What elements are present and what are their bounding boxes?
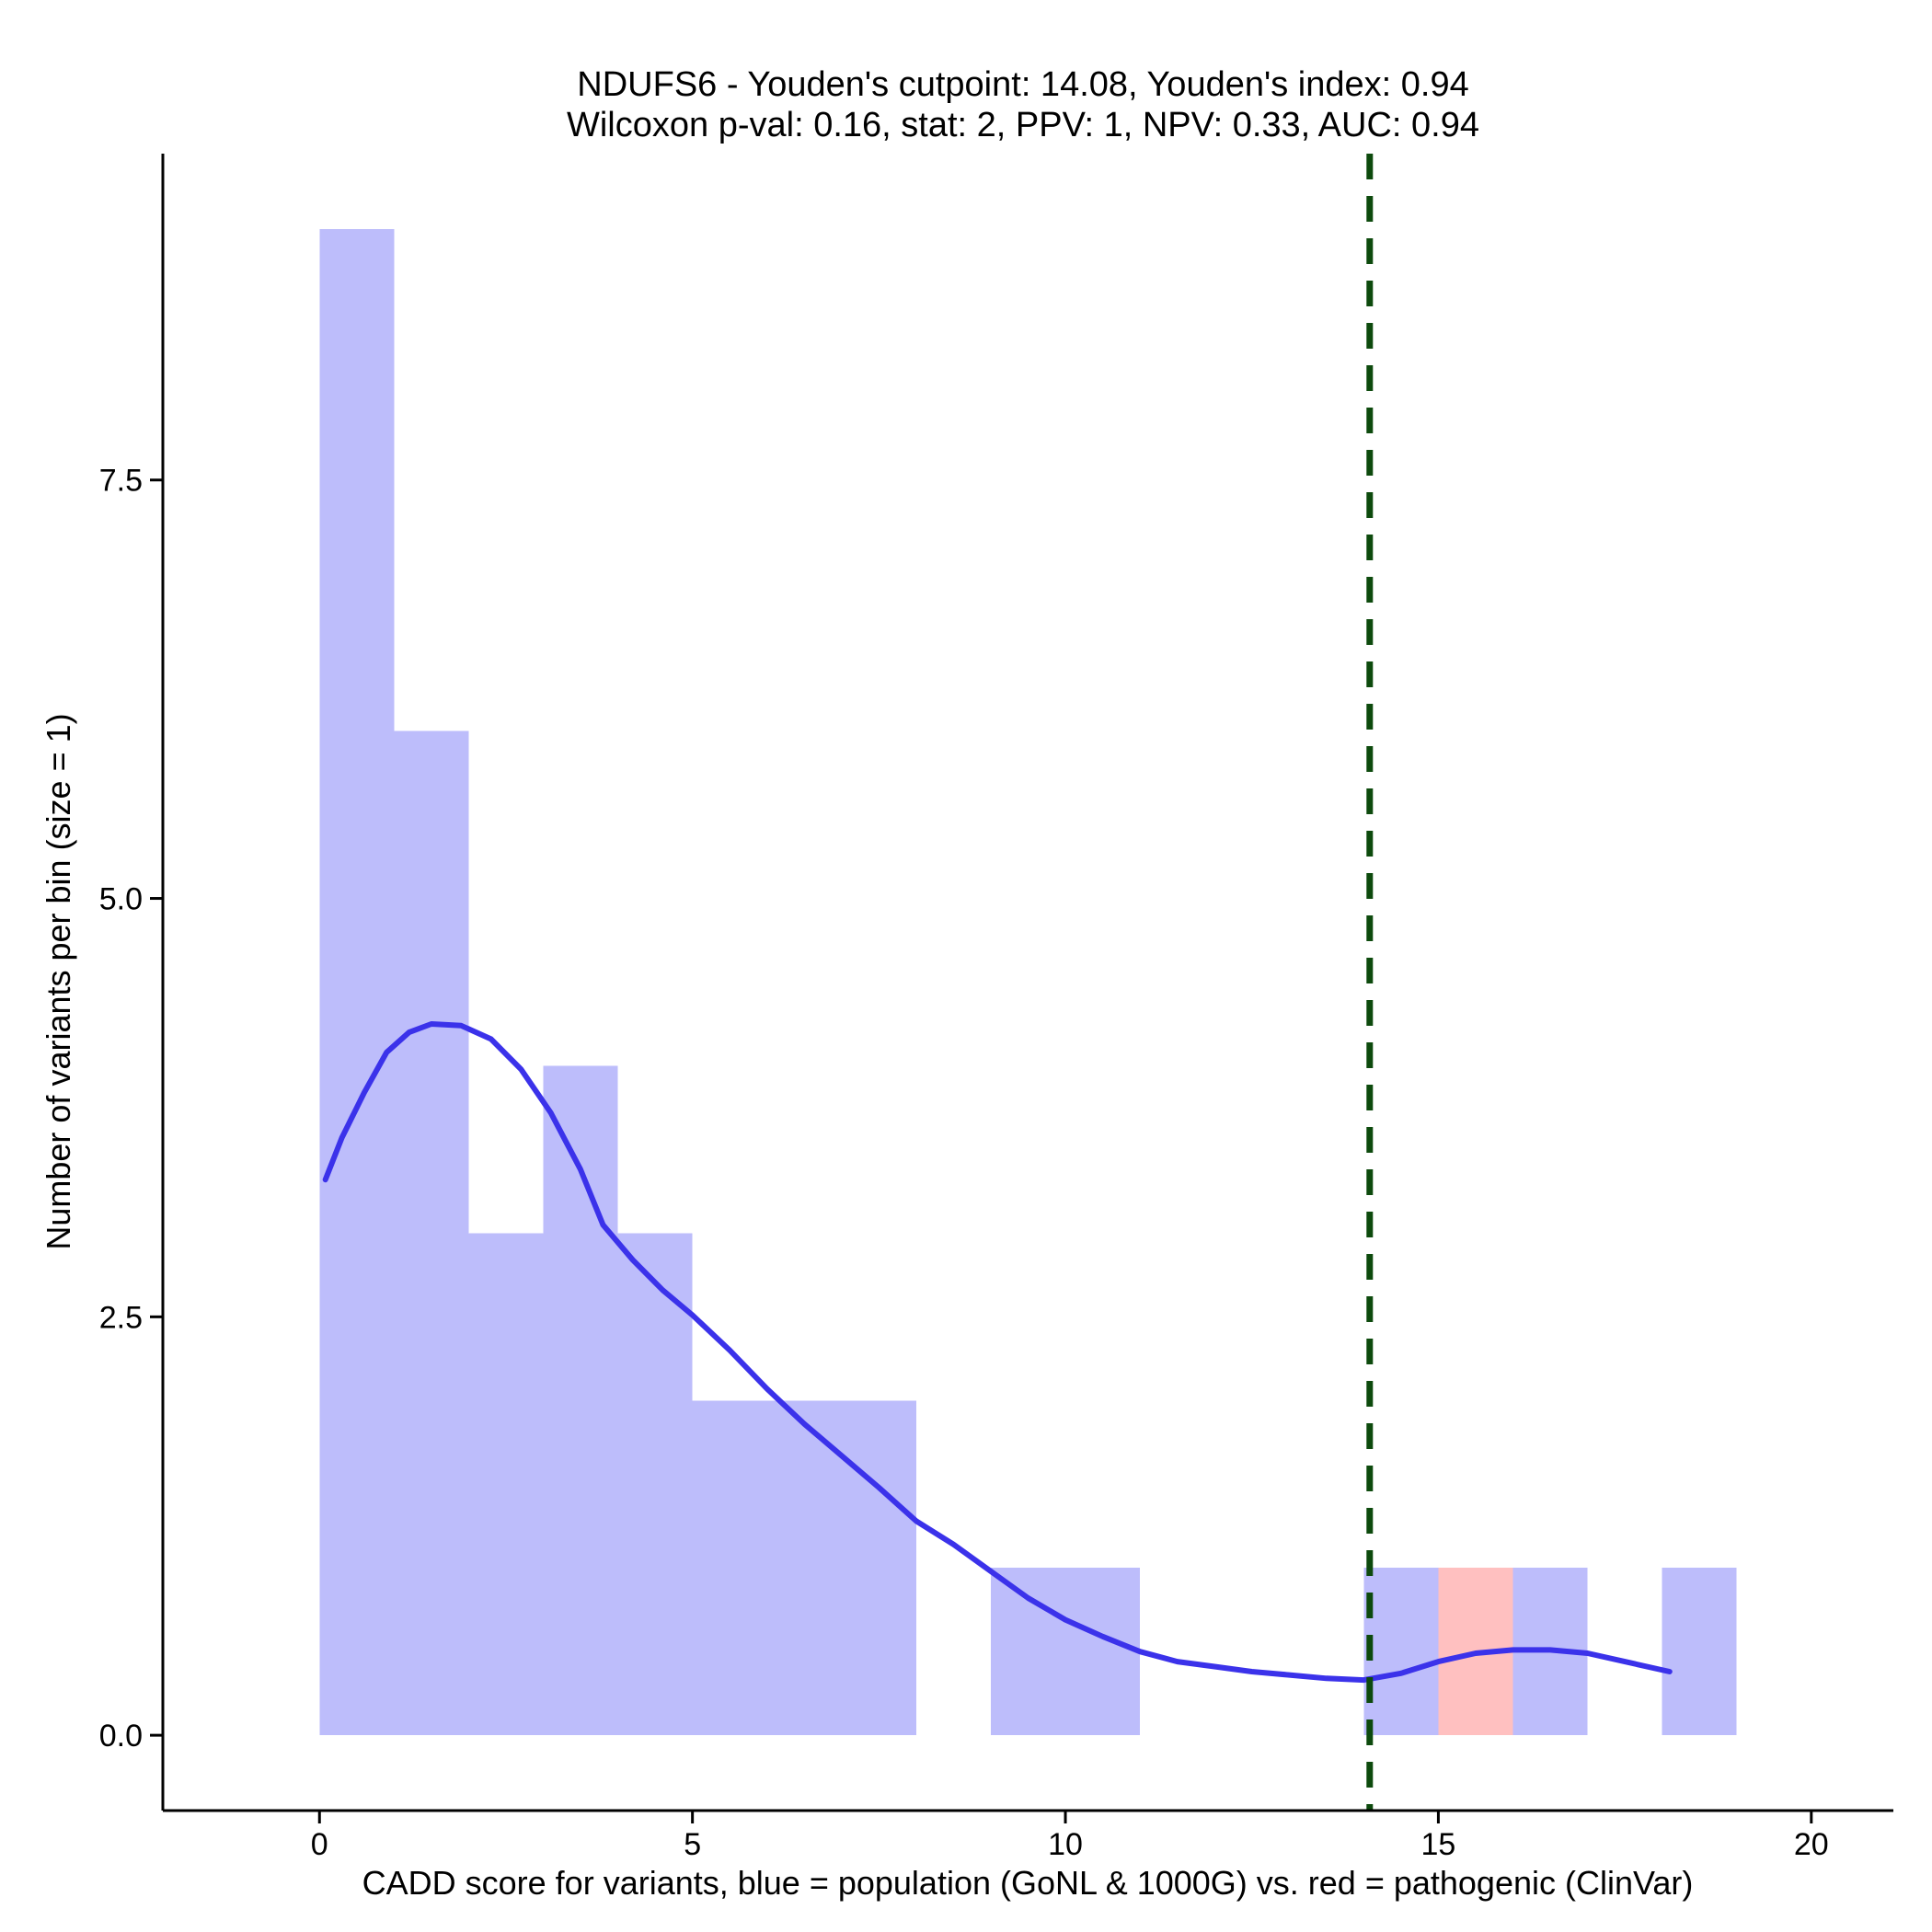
x-axis-label: CADD score for variants, blue = populati…	[362, 1864, 1694, 1902]
y-tick-label: 2.5	[99, 1300, 143, 1335]
density-curve-layer	[322, 1021, 1673, 1684]
population-bar	[1363, 1568, 1439, 1736]
population-bar	[319, 228, 395, 1736]
population-bar	[990, 1568, 1066, 1736]
population-bar	[394, 730, 469, 1736]
population-bar	[468, 1233, 544, 1736]
histogram-bars	[319, 228, 1737, 1736]
y-axis-ticks: 0.0 2.5 5.0 7.5	[99, 464, 163, 1754]
density-curve	[322, 1021, 1673, 1684]
population-bar	[543, 1065, 618, 1736]
x-tick-label: 0	[311, 1827, 328, 1862]
x-tick-label: 15	[1421, 1827, 1456, 1862]
population-bar	[1065, 1568, 1141, 1736]
y-tick-label: 7.5	[99, 464, 143, 499]
population-bar	[841, 1400, 916, 1736]
chart-subtitle: Wilcoxon p-val: 0.16, stat: 2, PPV: 1, N…	[567, 106, 1479, 144]
y-axis-label: Number of variants per bin (size = 1)	[40, 713, 77, 1249]
x-tick-label: 20	[1794, 1827, 1829, 1862]
chart-title: NDUFS6 - Youden's cutpoint: 14.08, Youde…	[577, 65, 1468, 104]
y-tick-label: 5.0	[99, 882, 143, 917]
y-tick-label: 0.0	[99, 1719, 143, 1754]
population-bar	[766, 1400, 842, 1736]
population-bar	[1662, 1568, 1737, 1736]
x-axis-ticks: 0 5 10 15 20	[311, 1811, 1829, 1862]
population-bar	[617, 1233, 693, 1736]
x-tick-label: 10	[1048, 1827, 1083, 1862]
x-tick-label: 5	[684, 1827, 701, 1862]
population-bar	[692, 1400, 767, 1736]
